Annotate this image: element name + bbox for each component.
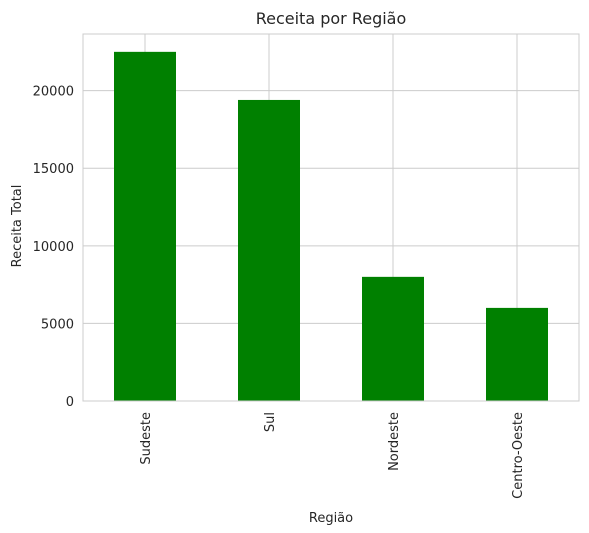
chart-title: Receita por Região <box>256 9 407 28</box>
x-axis-label: Região <box>309 511 353 526</box>
y-tick-label: 20000 <box>33 85 74 100</box>
y-axis-label: Receita Total <box>10 185 25 268</box>
y-tick-label: 5000 <box>41 317 74 332</box>
y-axis-ticks: 0 5000 10000 15000 20000 <box>33 85 74 410</box>
x-tick-label: Centro-Oeste <box>511 412 526 499</box>
bar-nordeste <box>362 276 424 401</box>
y-tick-label: 15000 <box>33 162 74 177</box>
plot-area-frame <box>82 33 580 402</box>
bar-sul <box>238 99 300 401</box>
bars <box>114 51 548 401</box>
x-axis-ticks: Sudeste Sul Nordeste Centro-Oeste <box>139 412 526 499</box>
bar-sudeste <box>114 51 176 401</box>
x-tick-label: Nordeste <box>387 412 402 471</box>
y-tick-label: 0 <box>66 395 74 410</box>
x-tick-label: Sudeste <box>139 412 154 465</box>
y-tick-label: 10000 <box>33 240 74 255</box>
x-tick-label: Sul <box>263 412 278 432</box>
bar-centro-oeste <box>486 307 548 401</box>
